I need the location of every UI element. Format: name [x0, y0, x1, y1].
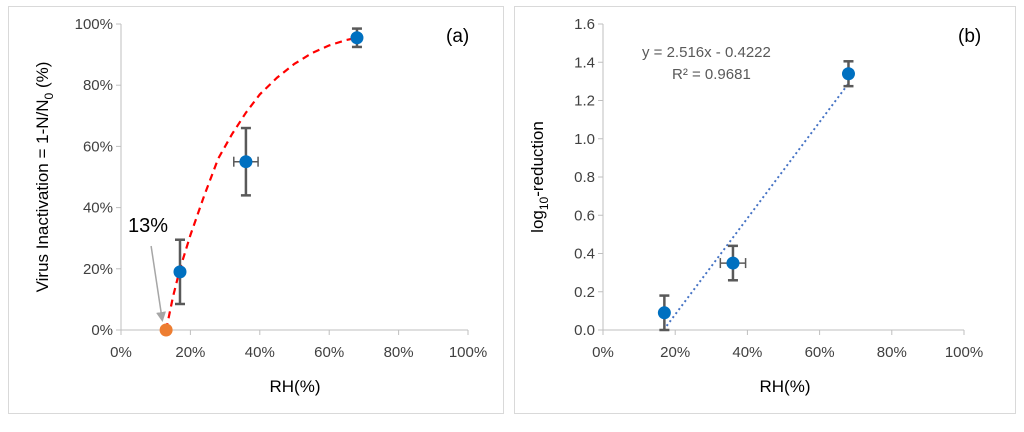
panel-b-trendline [662, 82, 850, 331]
panel-a-x-tick-label: 40% [245, 344, 275, 361]
panel-a-y-tick-label: 60% [83, 138, 113, 155]
panel-a-y-tick-label: 40% [83, 200, 113, 217]
panel-b-trend-equation: y = 2.516x - 0.4222 [642, 44, 771, 61]
panel-b-y-tick-label: 1.0 [574, 131, 595, 148]
panel-b-y-tick-label: 0.2 [574, 284, 595, 301]
panel-a-data-point [173, 265, 187, 279]
panel-a-label: (a) [446, 26, 469, 47]
panel-a-y-tick-label: 80% [83, 77, 113, 94]
panel-b-x-tick-label: 40% [732, 344, 762, 361]
panel-b-label: (b) [958, 26, 981, 47]
panel-b-y-tick-label: 1.4 [574, 54, 595, 71]
panel-a-y-title-suffix: (%) [33, 62, 52, 93]
panel-b-y-tick-label: 0.0 [574, 322, 595, 339]
panel-b-frame [514, 6, 1016, 414]
panel-a-x-axis-title: RH(%) [270, 377, 321, 396]
panel-b-y-title-subscript: 10 [537, 196, 551, 210]
panel-b-data-point [841, 67, 855, 81]
panel-a-intercept-annotation: 13% [128, 215, 168, 237]
panel-a-y-tick-label: 20% [83, 261, 113, 278]
panel-b-y-tick-label: 0.6 [574, 207, 595, 224]
panel-a-x-tick-label: 60% [314, 344, 344, 361]
panel-a-y-tick-label: 0% [91, 322, 113, 339]
panel-a-y-title-main: Virus Inactivation = 1-N/N [33, 99, 52, 292]
panel-b-x-tick-label: 20% [660, 344, 690, 361]
panel-a-y-tick-label: 100% [75, 16, 113, 33]
panel-b-x-axis-title: RH(%) [760, 377, 811, 396]
panel-a-fit-curve [165, 36, 358, 331]
panel-b-y-tick-label: 1.2 [574, 93, 595, 110]
panel-b-y-tick-label: 0.8 [574, 169, 595, 186]
panel-a-y-title-subscript: 0 [42, 92, 56, 99]
panel-a-data-point [350, 31, 364, 45]
panel-a-annotation-arrow [150, 245, 167, 322]
panel-b-y-title-log: log [528, 210, 547, 233]
panel-b-r-squared: R² = 0.9681 [672, 66, 751, 83]
panel-b-y-title-suffix: -reduction [528, 121, 547, 197]
panel-b-data-point [726, 256, 740, 270]
panel-a-x-tick-label: 20% [175, 344, 205, 361]
panel-b-x-tick-label: 0% [592, 344, 614, 361]
panel-b-y-tick-label: 1.6 [574, 16, 595, 33]
panel-b-x-tick-label: 80% [877, 344, 907, 361]
panel-a-data-point [239, 155, 253, 169]
panel-b-y-axis-title: log10-reduction [528, 121, 551, 233]
panel-a-x-tick-label: 100% [449, 344, 487, 361]
panel-a-x-tick-label: 80% [384, 344, 414, 361]
panel-a-intercept-point [159, 323, 173, 337]
panel-b-y-tick-label: 0.4 [574, 246, 595, 263]
panel-a-x-tick-label: 0% [110, 344, 132, 361]
panel-b-data-point [657, 306, 671, 320]
panel-b-x-tick-label: 60% [805, 344, 835, 361]
panel-b-x-tick-label: 100% [945, 344, 983, 361]
panel-a-y-axis-title: Virus Inactivation = 1-N/N0 (%) [33, 62, 56, 293]
panel-a-frame [8, 6, 504, 414]
